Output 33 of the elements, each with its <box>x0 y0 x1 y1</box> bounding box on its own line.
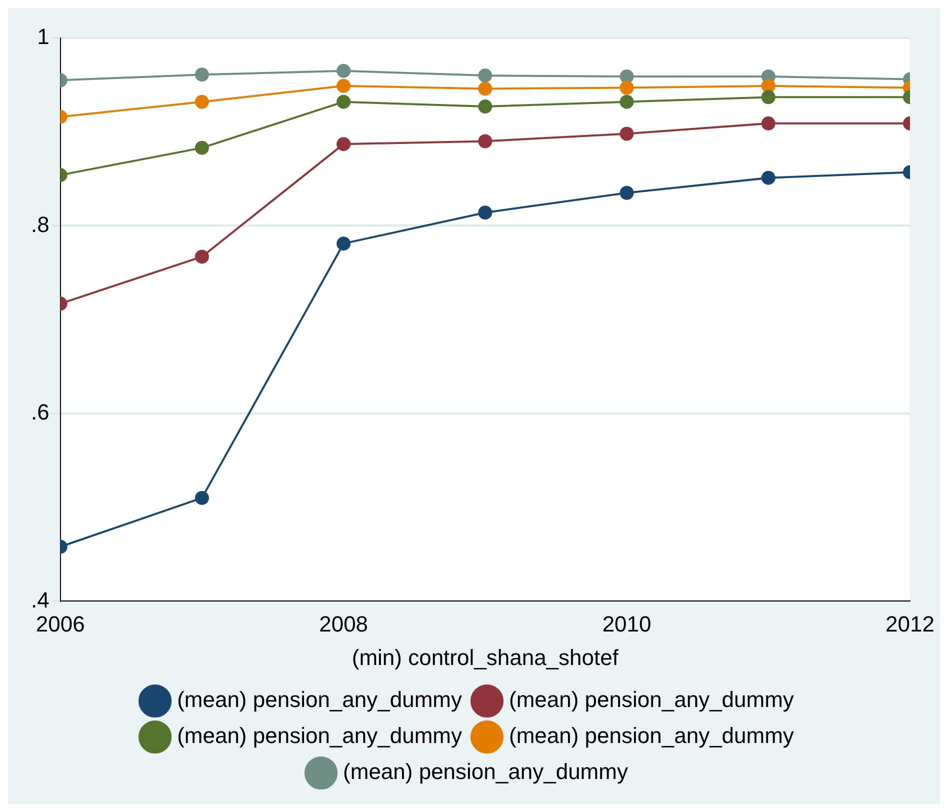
point <box>478 100 492 114</box>
x-axis-title: (min) control_shana_shotef <box>352 644 620 670</box>
y-tick-label: .6 <box>30 400 50 425</box>
legend-label: (mean) pension_any_dummy <box>343 759 628 784</box>
point <box>336 236 351 251</box>
point <box>620 80 634 95</box>
point <box>761 170 776 185</box>
x-tick-label: 2006 <box>36 611 85 636</box>
point <box>478 206 492 220</box>
point <box>620 94 634 109</box>
point <box>761 90 776 104</box>
legend-label: (mean) pension_any_dummy <box>509 723 794 748</box>
point <box>620 186 634 200</box>
y-tick-label: .4 <box>30 587 50 612</box>
legend-label: (mean) pension_any_dummy <box>177 723 462 748</box>
point <box>478 134 492 148</box>
point <box>336 64 351 78</box>
legend-label: (mean) pension_any_dummy <box>177 687 462 712</box>
x-tick-label: 2012 <box>886 611 934 636</box>
point <box>761 116 776 130</box>
point <box>336 94 351 109</box>
point <box>620 126 634 141</box>
y-tick-label: .8 <box>30 212 50 237</box>
point <box>336 78 351 93</box>
point <box>761 78 776 93</box>
point <box>620 69 634 84</box>
point <box>478 68 492 83</box>
point <box>336 137 351 152</box>
legend-label: (mean) pension_any_dummy <box>509 687 794 712</box>
x-tick-label: 2008 <box>319 611 368 636</box>
point <box>478 82 492 96</box>
y-tick-label: 1 <box>37 24 50 50</box>
x-tick-label: 2010 <box>602 611 652 636</box>
